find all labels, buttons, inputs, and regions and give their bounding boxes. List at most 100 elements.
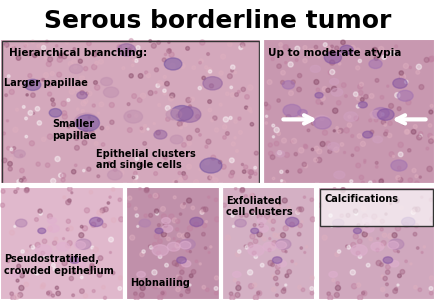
Point (80, 101, 87, 106)
Point (240, 169, 247, 174)
Point (208, 175, 215, 180)
Point (217, 71, 224, 76)
Point (198, 210, 205, 215)
Point (139, 281, 146, 286)
Point (273, 141, 279, 146)
Point (335, 129, 342, 134)
Point (351, 209, 358, 214)
Point (390, 233, 397, 238)
Point (237, 213, 244, 218)
Point (155, 40, 162, 45)
Point (381, 212, 388, 217)
Point (156, 254, 163, 259)
Circle shape (117, 44, 135, 56)
Point (334, 286, 341, 290)
Point (126, 128, 133, 133)
Point (194, 114, 201, 119)
Point (41, 239, 48, 244)
Point (396, 152, 403, 157)
Point (145, 73, 151, 78)
Point (426, 123, 433, 128)
Point (164, 106, 171, 110)
Point (372, 118, 379, 122)
Point (227, 116, 233, 120)
Point (27, 244, 34, 249)
Point (198, 40, 205, 45)
Point (384, 265, 391, 269)
Circle shape (76, 115, 99, 131)
Point (227, 291, 234, 296)
Point (362, 233, 369, 238)
Point (99, 142, 106, 147)
Point (176, 122, 183, 126)
Point (66, 255, 73, 260)
Point (136, 186, 143, 191)
Point (154, 83, 161, 88)
Point (412, 223, 419, 228)
Point (59, 178, 66, 182)
Point (282, 249, 289, 254)
Point (411, 207, 418, 212)
Circle shape (257, 218, 266, 224)
Point (213, 275, 220, 280)
Point (0, 189, 7, 194)
Point (312, 146, 319, 151)
Point (160, 214, 167, 219)
Point (315, 158, 322, 162)
Point (41, 254, 48, 259)
Point (246, 270, 253, 275)
Point (396, 178, 403, 182)
Point (90, 289, 97, 293)
Point (200, 76, 207, 80)
Point (273, 293, 280, 298)
Point (321, 130, 328, 135)
Point (260, 237, 267, 242)
Point (381, 132, 388, 136)
Point (410, 168, 417, 173)
Point (13, 294, 20, 299)
Point (315, 54, 322, 59)
Point (9, 270, 16, 275)
Point (23, 187, 30, 192)
Circle shape (49, 109, 62, 117)
Point (109, 187, 116, 192)
Circle shape (368, 59, 381, 68)
Circle shape (392, 78, 406, 88)
Point (92, 80, 99, 85)
Point (53, 285, 60, 290)
Point (269, 155, 276, 160)
Point (216, 160, 223, 164)
Point (135, 278, 142, 283)
Point (230, 224, 237, 229)
Circle shape (25, 79, 41, 90)
Point (231, 278, 238, 283)
Point (212, 286, 219, 291)
Point (427, 139, 434, 144)
Point (222, 117, 229, 122)
Point (160, 232, 167, 237)
Point (306, 49, 313, 54)
Point (355, 58, 362, 63)
Point (276, 234, 283, 239)
Point (155, 223, 162, 227)
Point (236, 116, 243, 121)
Circle shape (350, 245, 366, 256)
Circle shape (36, 245, 52, 256)
Circle shape (170, 135, 183, 144)
Point (90, 65, 97, 70)
Point (372, 164, 379, 169)
Point (46, 291, 53, 296)
Point (328, 60, 335, 65)
Point (211, 116, 218, 121)
Point (61, 111, 68, 116)
Circle shape (257, 225, 268, 232)
Point (239, 187, 246, 192)
Point (206, 99, 213, 104)
Point (357, 175, 364, 180)
Point (220, 203, 227, 208)
Point (245, 169, 252, 174)
Point (97, 256, 104, 260)
Point (192, 180, 199, 184)
Point (8, 230, 15, 235)
Point (289, 80, 296, 85)
